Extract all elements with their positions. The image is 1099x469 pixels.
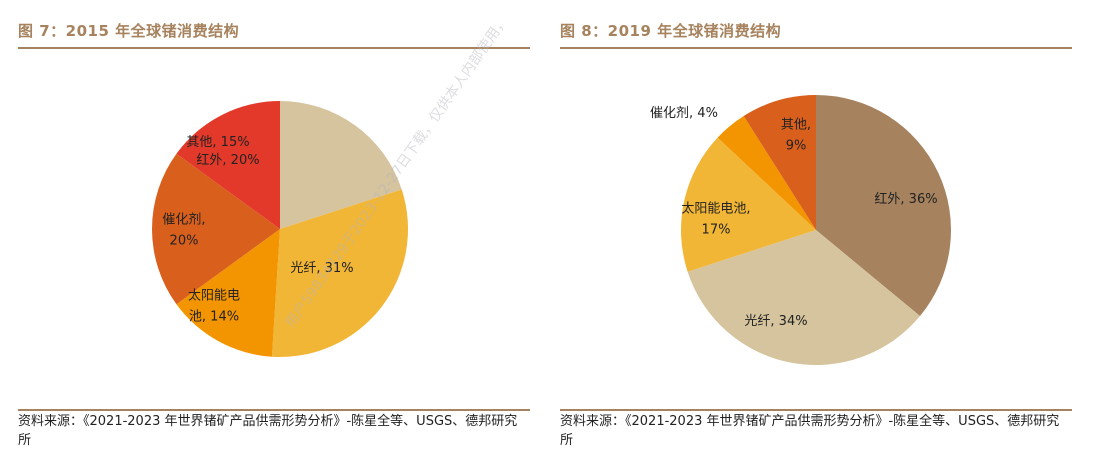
pie-slice [271,189,408,358]
chart-panel-2019: 图 8：2019 年全球锗消费结构 红外, 36% 光纤, 34% 太阳能电池, 17… [560,0,1072,469]
data-label-line: 20% [170,234,199,249]
data-label: 太阳能电池, 17% [681,202,750,238]
pie-slice [681,137,816,272]
source-divider [18,409,530,411]
pie-slice [176,229,280,357]
data-label: 太阳能电池, 14% [188,289,240,325]
data-label: 光纤, 34% [744,314,807,329]
data-label: 其他, 15% [186,135,249,150]
pie-slice [176,101,280,229]
pie-slice [280,101,402,229]
data-label-line: 池, 14% [189,310,239,325]
data-label: 催化剂, 4% [650,106,718,121]
source-note: 资料来源：《2021-2023 年世界锗矿产品供需形势分析》-陈星全等、USGS… [18,414,518,448]
pie-slice [717,116,816,230]
data-label-line: 红外, 20% [196,152,259,168]
title-divider [18,47,530,49]
data-label-line: 太阳能电池, [681,202,750,217]
pie-slice [687,230,921,365]
data-label-line: 光纤, 34% [744,314,807,329]
data-label: 光纤, 31% [290,261,353,276]
pie-slice [743,95,816,230]
data-label: 红外, 20% [196,152,259,168]
pie-slice [816,95,951,317]
pie-chart-2015: 红外, 20% 光纤, 31% 太阳能电池, 14% 催化剂, 20% 其他, 15% [152,101,408,358]
chart-title: 图 8：2019 年全球锗消费结构 [560,22,782,40]
data-label: 催化剂, 20% [162,213,205,249]
data-label-line: 17% [702,223,731,238]
data-label-line: 其他, 15% [186,135,249,150]
data-label: 其他, 9% [781,118,811,154]
data-label-line: 光纤, 31% [290,261,353,276]
data-label-line: 太阳能电 [188,289,240,304]
source-divider [560,409,1072,411]
pie-slice [152,153,280,305]
chart-title: 图 7：2015 年全球锗消费结构 [18,22,240,40]
chart-panel-2015: 图 7：2015 年全球锗消费结构 红外, 20% 光纤, 31% 太阳能电池, 1… [18,0,530,469]
source-note: 资料来源：《2021-2023 年世界锗矿产品供需形势分析》-陈星全等、USGS… [560,414,1060,448]
title-divider [560,47,1072,49]
data-label-line: 催化剂, [162,213,205,228]
data-label-line: 催化剂, 4% [650,106,718,121]
data-label-line: 红外, 36% [874,191,937,207]
data-label: 红外, 36% [874,191,937,207]
data-label-line: 9% [786,139,807,154]
pie-chart-2019: 红外, 36% 光纤, 34% 太阳能电池, 17% 催化剂, 4% 其他, 9% [650,95,951,365]
data-label-line: 其他, [781,118,811,133]
